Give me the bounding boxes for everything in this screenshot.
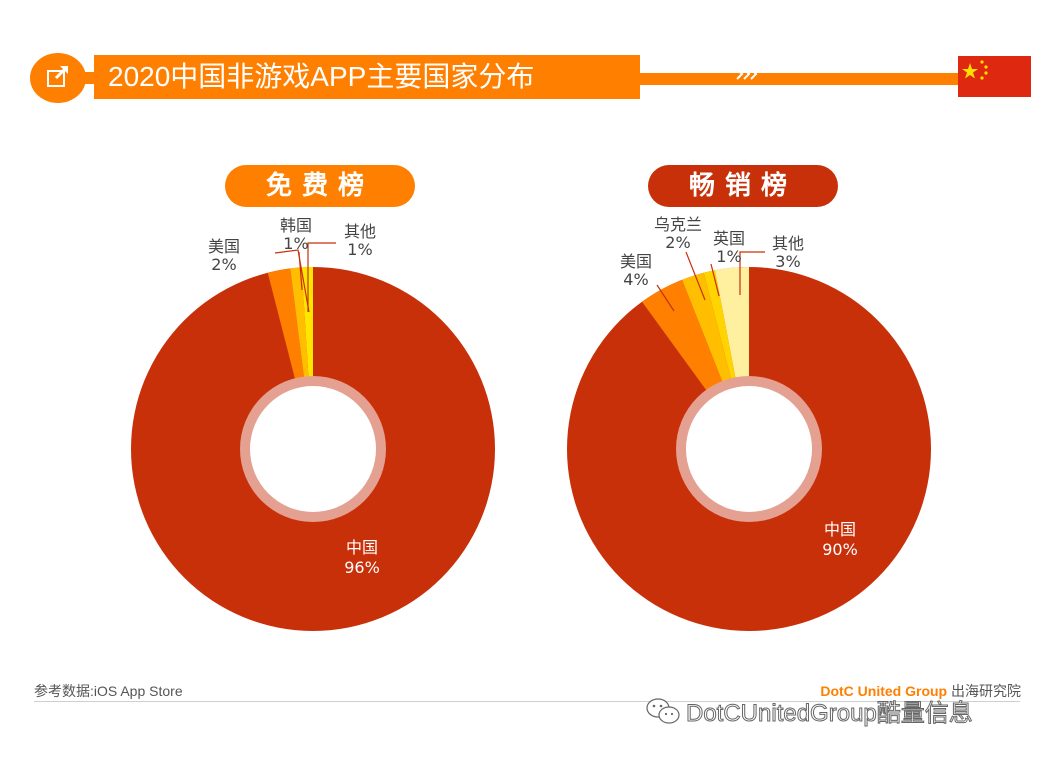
wechat-watermark-text: DotCUnitedGroup酷量信息 — [686, 700, 974, 728]
institute-name: 出海研究院 — [947, 683, 1021, 699]
paid-label-us: 美国 4% — [619, 252, 652, 289]
footer-divider — [34, 701, 1020, 702]
title-connector — [80, 72, 96, 84]
free-label-china: 中国 96% — [344, 538, 380, 577]
paid-label-china: 中国 90% — [822, 520, 858, 559]
paid-label-other: 其他 3% — [771, 234, 804, 271]
brand-credit: DotC United Group 出海研究院 — [820, 681, 1021, 701]
source-note: 参考数据:iOS App Store — [34, 683, 183, 699]
free-label-us: 美国 2% — [207, 237, 240, 274]
free-label-other: 其他 1% — [343, 222, 376, 259]
brand-name: DotC United Group — [820, 683, 948, 699]
chevrons-icon — [735, 66, 759, 86]
paid-donut — [567, 251, 931, 631]
wechat-icon — [644, 697, 684, 731]
external-link-icon — [47, 66, 68, 87]
free-chart-pill: 免费榜 — [225, 165, 415, 207]
free-donut — [131, 242, 495, 631]
title-icon-badge — [30, 53, 86, 103]
page-title: 2020中国非游戏APP主要国家分布 — [94, 55, 640, 99]
china-flag-icon — [958, 56, 1031, 97]
paid-label-uk: 英国 1% — [712, 229, 745, 266]
paid-chart-pill: 畅销榜 — [648, 165, 838, 207]
free-label-korea: 韩国 1% — [279, 216, 312, 253]
paid-label-ukraine: 乌克兰 2% — [653, 215, 702, 252]
title-rule — [640, 73, 960, 85]
